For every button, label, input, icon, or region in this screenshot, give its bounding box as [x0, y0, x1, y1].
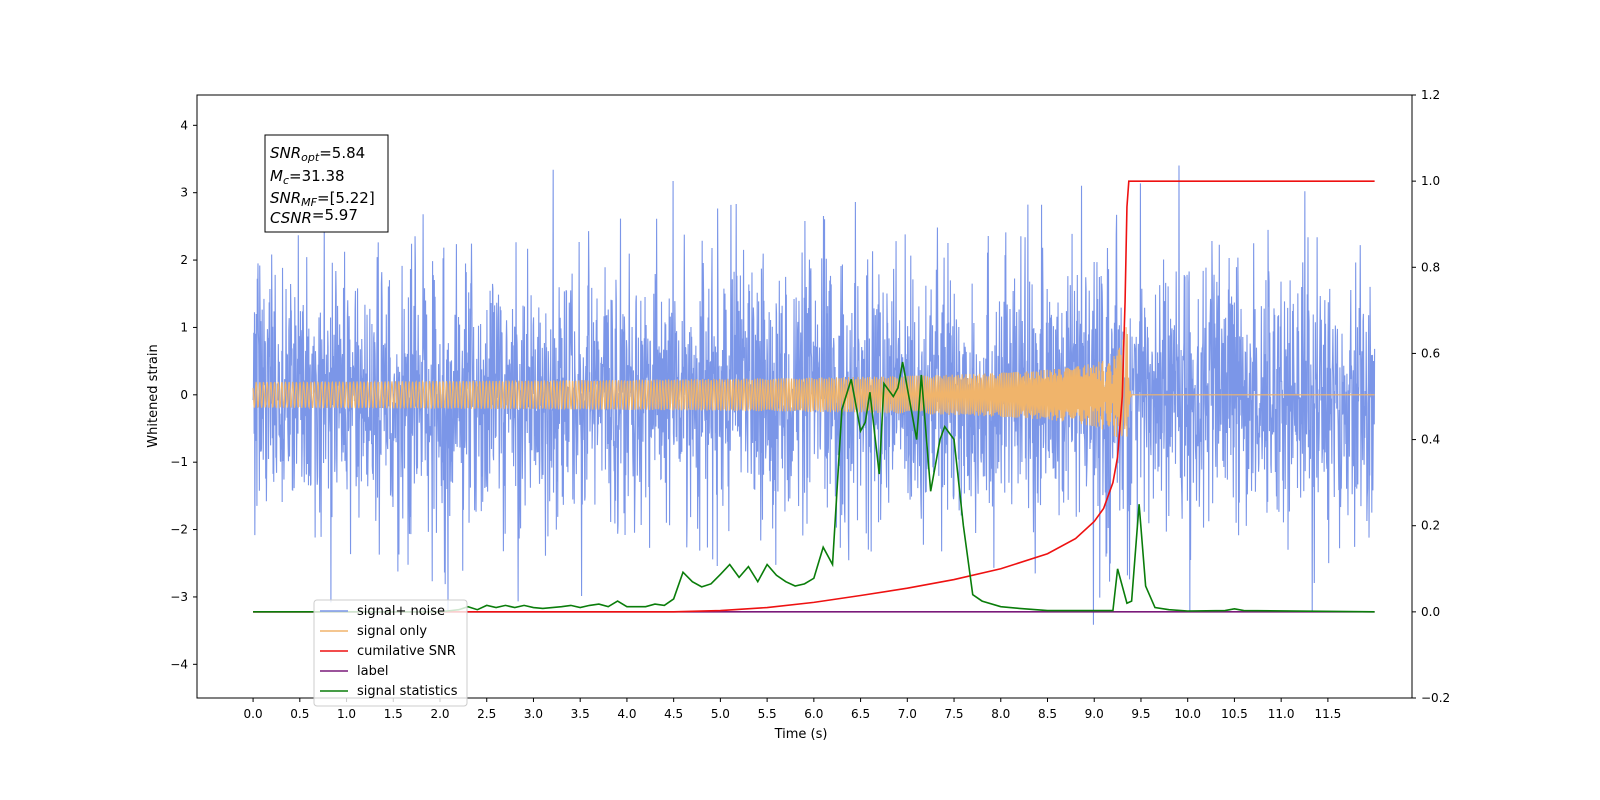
y-right-tick-label: 0.6	[1421, 346, 1440, 360]
y-axis-label: Whitened strain	[146, 344, 161, 447]
y-tick-label: −4	[170, 657, 188, 671]
y-right-tick-label: 1.0	[1421, 174, 1440, 188]
legend: signal+ noise signal only cumilative SNR…	[313, 599, 468, 707]
series-signal-only	[252, 327, 1375, 438]
x-tick-label: 5.0	[711, 707, 730, 721]
x-tick-label: 3.0	[524, 707, 543, 721]
y-tick-label: 2	[180, 253, 188, 267]
y-right-tick-label: −0.2	[1421, 691, 1450, 705]
series-signal-statistics	[253, 361, 1375, 613]
x-tick-label: 3.5	[571, 707, 590, 721]
y-right-tick-label: 0.4	[1421, 433, 1440, 447]
x-tick-label: 7.0	[898, 707, 917, 721]
x-tick-label: 1.0	[337, 707, 356, 721]
x-tick-label: 9.5	[1131, 707, 1150, 721]
y-right-tick-label: 0.0	[1421, 605, 1440, 619]
y-tick-label: 4	[180, 118, 188, 132]
x-tick-label: 5.5	[758, 707, 777, 721]
legend-label: cumilative SNR	[357, 644, 456, 659]
legend-entry-signal-statistics: signal statistics	[320, 684, 458, 699]
y-right-tick-label: 0.2	[1421, 519, 1440, 533]
x-axis-label: Time (s)	[774, 727, 828, 742]
x-tick-label: 4.5	[664, 707, 683, 721]
x-tick-label: 2.5	[477, 707, 496, 721]
x-tick-label: 8.0	[991, 707, 1010, 721]
x-tick-label: 0.0	[244, 707, 263, 721]
y-right-tick-label: 1.2	[1421, 88, 1440, 102]
tick-layer: 0.0 0.5 1.0 1.5 2.0 2.5 3.0 3.5 4.0 4.5 5.0 5.5 6.0 6…	[170, 88, 1450, 721]
x-tick-label: 6.0	[804, 707, 823, 721]
y-tick-label: −3	[170, 590, 188, 604]
legend-frame	[313, 599, 468, 707]
series-signal-noise	[252, 165, 1376, 625]
plot-frame	[196, 94, 1413, 699]
x-tick-label: 10.5	[1221, 707, 1248, 721]
x-tick-label: 1.5	[384, 707, 403, 721]
legend-label: label	[357, 664, 388, 679]
x-tick-label: 10.0	[1174, 707, 1201, 721]
y-tick-label: 3	[180, 186, 188, 200]
legend-entry-signal-only: signal only	[320, 624, 427, 639]
x-tick-label: 11.0	[1268, 707, 1295, 721]
stat-snr-opt: SNRopt=5.84	[270, 144, 365, 164]
plot-layer	[252, 165, 1376, 625]
stats-box-frame	[264, 134, 389, 233]
y-tick-label: −1	[170, 455, 188, 469]
x-tick-label: 11.5	[1315, 707, 1342, 721]
y-tick-label: 1	[180, 320, 188, 334]
x-tick-label: 2.0	[430, 707, 449, 721]
stat-snr-mf: SNRMF=[5.22]	[270, 189, 375, 209]
y-tick-label: −2	[170, 523, 188, 537]
x-tick-label: 4.0	[617, 707, 636, 721]
x-tick-label: 0.5	[290, 707, 309, 721]
legend-label: signal+ noise	[357, 604, 445, 619]
series-cumilative-snr	[253, 180, 1375, 613]
legend-entry-signal-noise: signal+ noise	[320, 604, 445, 619]
x-tick-label: 7.5	[944, 707, 963, 721]
stats-box: SNRopt=5.84 Mc=31.38 SNRMF=[5.22] CSNR=5…	[264, 134, 389, 233]
x-tick-label: 8.5	[1038, 707, 1057, 721]
legend-label: signal statistics	[357, 684, 458, 699]
stat-csnr: CSNR=5.97	[270, 206, 358, 227]
legend-entry-cumilative-snr: cumilative SNR	[320, 644, 456, 659]
x-tick-label: 9.0	[1085, 707, 1104, 721]
y-tick-label: 0	[180, 388, 188, 402]
y-right-tick-label: 0.8	[1421, 260, 1440, 274]
legend-label: signal only	[357, 624, 427, 639]
legend-entry-label: label	[320, 664, 388, 679]
stat-mc: Mc=31.38	[270, 167, 345, 187]
x-tick-label: 6.5	[851, 707, 870, 721]
